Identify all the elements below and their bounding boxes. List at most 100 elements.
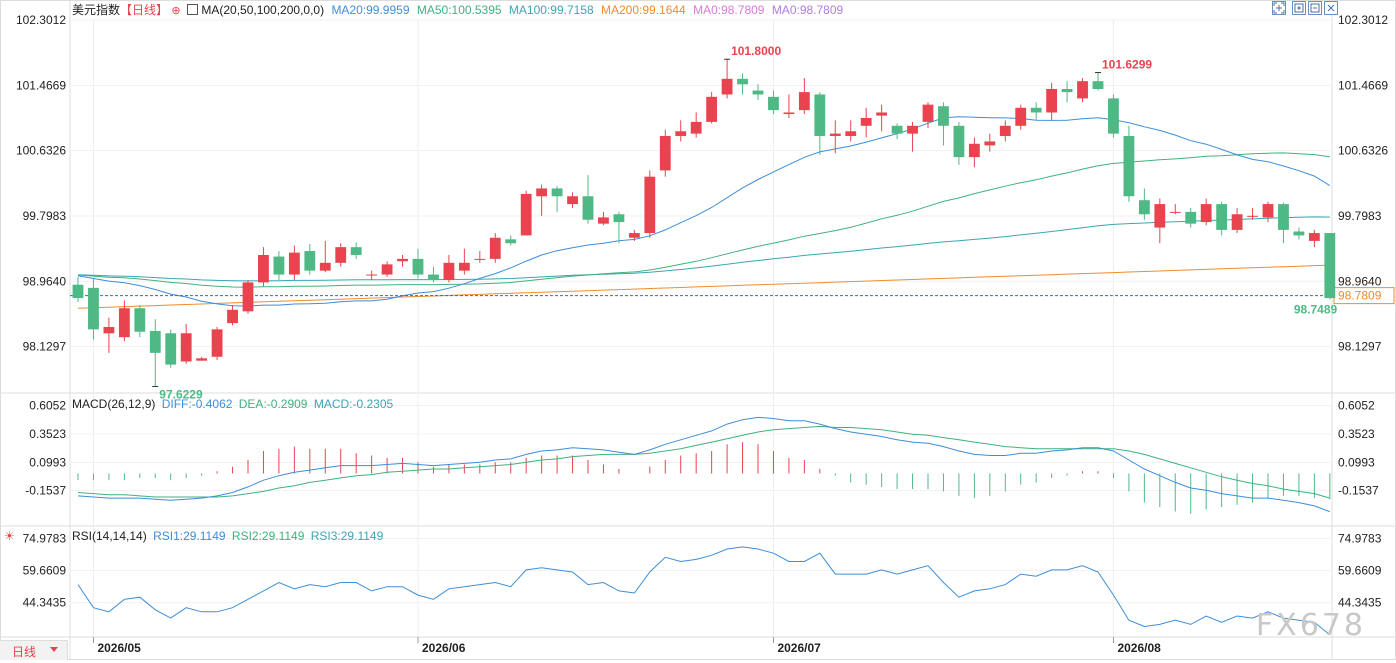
annotation-label: 97.6229 bbox=[159, 388, 203, 402]
candle-body bbox=[103, 327, 115, 334]
candle-body bbox=[706, 96, 718, 122]
candle-body bbox=[1015, 107, 1027, 126]
rsi1-value: RSI1:29.1149 bbox=[153, 529, 226, 543]
ma50-line bbox=[77, 152, 1330, 288]
candle-body bbox=[397, 258, 408, 262]
candle-body bbox=[88, 287, 99, 330]
ma0-value-a: MA0:98.7809 bbox=[693, 3, 765, 17]
rsi3-value: RSI3:29.1149 bbox=[310, 529, 384, 543]
ma50-value: MA50:100.5395 bbox=[416, 3, 502, 17]
candle-body bbox=[1324, 233, 1336, 299]
close-icon[interactable] bbox=[1324, 1, 1338, 15]
candle-body bbox=[165, 333, 177, 365]
ma100-value: MA100:99.7158 bbox=[508, 3, 594, 17]
x-tick-label: 2026/08 bbox=[1117, 641, 1161, 655]
ma20-value: MA20:99.9959 bbox=[331, 3, 410, 17]
candle-body bbox=[613, 214, 625, 223]
candle-body bbox=[1108, 98, 1119, 134]
main-y-tick-left: 98.1297 bbox=[23, 340, 67, 354]
rsi2-value: RSI2:29.1149 bbox=[231, 529, 305, 543]
main-y-tick-left: 101.4669 bbox=[16, 78, 66, 92]
rsi-settings-icon[interactable]: ☀ bbox=[4, 529, 15, 543]
candle-body bbox=[1030, 107, 1042, 113]
ma-params[interactable]: MA(20,50,100,200,0,0) bbox=[201, 3, 325, 17]
candle-body bbox=[644, 176, 656, 234]
candle-body bbox=[1077, 81, 1088, 99]
candle-body bbox=[1262, 204, 1274, 218]
symbol-name: 美元指数 bbox=[72, 3, 121, 17]
macd-y-tick-left: 0.0993 bbox=[29, 455, 66, 469]
candle-body bbox=[1154, 204, 1166, 228]
candle-body bbox=[999, 125, 1011, 136]
macd-y-tick-left: 0.6052 bbox=[29, 399, 66, 413]
candle-body bbox=[474, 258, 486, 260]
watermark-logo: FX678 bbox=[1255, 608, 1366, 643]
candle-body bbox=[659, 135, 671, 171]
candle-body bbox=[1231, 214, 1243, 230]
main-y-tick-left: 99.7983 bbox=[23, 209, 67, 223]
remove-panel-icon[interactable] bbox=[1308, 1, 1322, 15]
main-y-tick-right: 100.6326 bbox=[1338, 144, 1388, 158]
ma200-line bbox=[77, 264, 1330, 309]
candle-body bbox=[443, 262, 455, 281]
candle-body bbox=[845, 131, 857, 136]
rsi-y-tick-left: 74.9783 bbox=[23, 532, 67, 546]
candle-body bbox=[1092, 81, 1104, 89]
candle-body bbox=[458, 262, 470, 271]
candle-body bbox=[721, 78, 733, 95]
main-y-tick-right: 101.4669 bbox=[1338, 78, 1388, 92]
candle-body bbox=[567, 196, 578, 205]
symbol-title: 美元指数【日线】 ⊕ bbox=[72, 3, 181, 18]
candle-body bbox=[242, 282, 254, 312]
ma-toggle-icon[interactable] bbox=[187, 4, 198, 15]
candle-body bbox=[675, 131, 687, 136]
add-panel-icon[interactable] bbox=[1292, 1, 1306, 15]
candle-body bbox=[768, 96, 779, 111]
macd-diff-line bbox=[77, 416, 1330, 513]
ma-legend: MA(20,50,100,200,0,0) MA20:99.9959 MA50:… bbox=[187, 3, 843, 17]
timeframe-label[interactable]: 【日线】 bbox=[120, 3, 169, 17]
macd-params[interactable]: MACD(26,12,9) bbox=[72, 397, 156, 411]
tab-dropdown-icon[interactable] bbox=[50, 647, 58, 652]
candle-body bbox=[196, 358, 208, 361]
current-price-label: 98.7809 bbox=[1338, 289, 1382, 303]
rsi-params[interactable]: RSI(14,14,14) bbox=[72, 529, 147, 543]
candle-body bbox=[891, 125, 903, 134]
candle-body bbox=[118, 308, 130, 338]
candle-body bbox=[814, 94, 826, 136]
rsi-y-tick-right: 44.3435 bbox=[1338, 596, 1382, 610]
settings-icon[interactable]: ⊕ bbox=[171, 5, 181, 17]
main-y-tick-left: 100.6326 bbox=[16, 144, 66, 158]
candle-body bbox=[1278, 204, 1289, 230]
macd-y-tick-right: 0.0993 bbox=[1338, 455, 1375, 469]
candle-body bbox=[335, 247, 347, 263]
candle-body bbox=[520, 193, 532, 236]
candle-body bbox=[922, 104, 934, 122]
rsi-y-tick-right: 74.9783 bbox=[1338, 532, 1382, 546]
x-tick-label: 2026/05 bbox=[97, 641, 141, 655]
candle-body bbox=[1216, 204, 1228, 230]
candle-body bbox=[505, 239, 517, 244]
candle-body bbox=[598, 217, 609, 224]
candle-body bbox=[907, 125, 918, 134]
macd-diff-value: DIFF:-0.4062 bbox=[161, 397, 233, 411]
candle-body bbox=[860, 117, 872, 126]
candle-body bbox=[489, 237, 501, 259]
main-y-tick-right: 98.1297 bbox=[1338, 340, 1382, 354]
candle-body bbox=[984, 141, 996, 146]
macd-y-tick-right: -0.1537 bbox=[1338, 484, 1379, 498]
main-y-tick-right: 99.7983 bbox=[1338, 209, 1382, 223]
candle-body bbox=[798, 92, 810, 111]
timeframe-tab[interactable]: 日线 bbox=[0, 640, 68, 660]
fullscreen-icon[interactable] bbox=[1272, 1, 1286, 15]
macd-legend: MACD(26,12,9) DIFF:-0.4062 DEA:-0.2909 M… bbox=[72, 397, 393, 411]
candle-body bbox=[319, 262, 331, 271]
last-low-label: 98.7489 bbox=[1294, 303, 1338, 317]
rsi-legend: RSI(14,14,14) RSI1:29.1149 RSI2:29.1149 … bbox=[72, 529, 383, 543]
candle-body bbox=[1185, 211, 1197, 224]
candle-body bbox=[428, 274, 439, 281]
candle-body bbox=[412, 258, 424, 275]
candle-body bbox=[211, 329, 223, 357]
